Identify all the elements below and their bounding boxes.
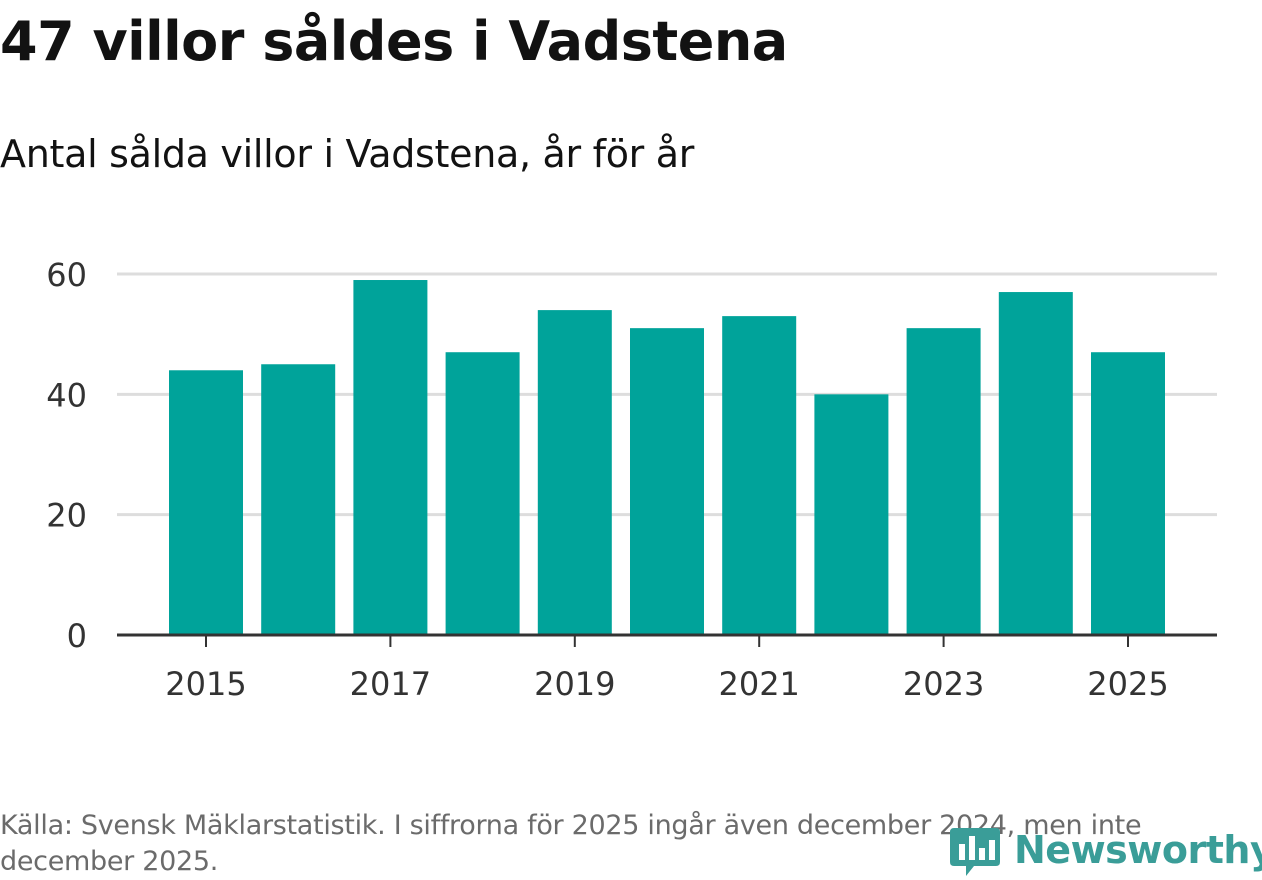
bar-2016 [261, 364, 336, 635]
bar-2017 [353, 280, 428, 635]
bar-2025 [1091, 352, 1165, 635]
x-tick-label: 2019 [534, 665, 615, 703]
x-tick-label: 2023 [903, 665, 984, 703]
bar-2020 [630, 328, 704, 635]
bar-2015 [169, 370, 243, 635]
newsworthy-logo: Newsworthy [948, 820, 1262, 880]
y-tick-label: 20 [46, 497, 87, 535]
bar-2024 [998, 292, 1073, 635]
x-tick-label: 2021 [718, 665, 799, 703]
bar-2021 [722, 316, 797, 635]
bars [169, 280, 1165, 635]
x-tick-label: 2025 [1087, 665, 1168, 703]
y-tick-label: 0 [67, 617, 87, 655]
bar-2018 [445, 352, 520, 635]
bar-chart: 0 20 40 60 2015 2017 2019 2021 2023 2025 [46, 256, 1217, 703]
brand-name: Newsworthy [1014, 828, 1262, 872]
y-tick-label: 60 [46, 256, 87, 294]
x-axis-labels: 2015 2017 2019 2021 2023 2025 [165, 665, 1168, 703]
chart-subtitle: Antal sålda villor i Vadstena, år för år [0, 132, 695, 176]
y-tick-label: 40 [46, 376, 87, 414]
bar-2022 [814, 394, 889, 635]
bar-2023 [906, 328, 981, 635]
x-tick-label: 2015 [165, 665, 246, 703]
x-axis [117, 633, 1217, 647]
chart-title: 47 villor såldes i Vadstena [0, 10, 788, 73]
bar-2019 [537, 310, 612, 635]
x-tick-label: 2017 [350, 665, 431, 703]
y-axis-labels: 0 20 40 60 [46, 256, 87, 655]
bar-chart-speech-bubble-icon [950, 828, 1000, 876]
